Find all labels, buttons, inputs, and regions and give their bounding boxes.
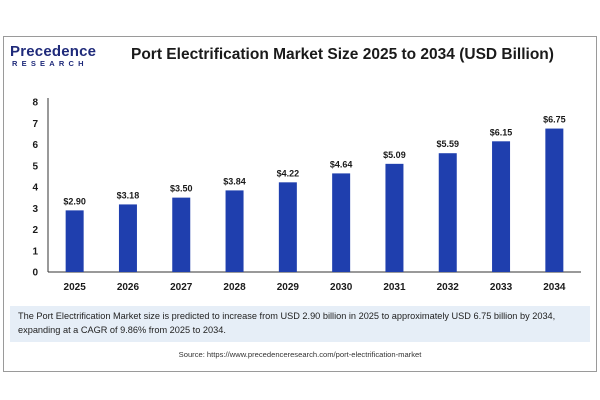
description-text: The Port Electrification Market size is … bbox=[18, 311, 556, 335]
y-tick-label: 1 bbox=[32, 246, 38, 257]
y-tick-label: 2 bbox=[32, 225, 38, 236]
x-tick-label: 2031 bbox=[383, 282, 406, 293]
y-tick-label: 3 bbox=[32, 204, 38, 215]
bar bbox=[225, 190, 244, 272]
x-tick-label: 2032 bbox=[437, 282, 460, 293]
bar-value-label: $6.15 bbox=[490, 127, 513, 137]
x-tick-label: 2026 bbox=[117, 282, 140, 293]
bar-value-label: $2.90 bbox=[63, 196, 86, 206]
x-tick-label: 2028 bbox=[223, 282, 246, 293]
source-text: Source: https://www.precedenceresearch.c… bbox=[178, 350, 422, 359]
bar-value-label: $3.18 bbox=[117, 190, 140, 200]
y-tick-label: 5 bbox=[32, 161, 38, 172]
bar-value-label: $3.50 bbox=[170, 184, 193, 194]
bar bbox=[438, 153, 457, 272]
x-tick-label: 2027 bbox=[170, 282, 193, 293]
bar-value-label: $4.64 bbox=[330, 159, 353, 169]
chart-title: Port Electrification Market Size 2025 to… bbox=[131, 46, 554, 63]
x-tick-label: 2029 bbox=[277, 282, 300, 293]
bar bbox=[385, 163, 404, 272]
x-tick-label: 2030 bbox=[330, 282, 353, 293]
logo-main-text: Precedence bbox=[10, 43, 97, 60]
x-tick-label: 2033 bbox=[490, 282, 513, 293]
description-box: The Port Electrification Market size is … bbox=[10, 306, 590, 342]
y-tick-label: 8 bbox=[32, 98, 38, 109]
y-tick-label: 4 bbox=[32, 183, 38, 194]
x-tick-label: 2025 bbox=[64, 282, 87, 293]
bar-value-label: $5.59 bbox=[436, 139, 459, 149]
bar bbox=[65, 210, 84, 272]
bar bbox=[492, 141, 511, 272]
bar bbox=[545, 128, 564, 272]
logo: Precedence RESEARCH bbox=[10, 44, 110, 72]
bar bbox=[118, 204, 137, 272]
x-tick-label: 2034 bbox=[543, 282, 566, 293]
logo-sub-text: RESEARCH bbox=[12, 59, 88, 68]
bar-value-label: $3.84 bbox=[223, 176, 246, 186]
bar-value-label: $6.75 bbox=[543, 115, 566, 125]
bar-chart: 0 1 2 3 4 5 6 7 8 $2.90 2025 $3.18 2026 $3.50 2027 $3.8… bbox=[32, 98, 581, 293]
bar-value-label: $5.09 bbox=[383, 150, 406, 160]
bar bbox=[278, 182, 297, 272]
bar-value-label: $4.22 bbox=[277, 168, 300, 178]
chart-panel: 0 1 2 3 4 5 6 7 8 $2.90 2025 $3.18 2026 $3.50 2027 $3.8… bbox=[9, 90, 591, 302]
y-tick-label: 0 bbox=[32, 268, 38, 279]
bar bbox=[332, 173, 351, 272]
bar bbox=[172, 197, 191, 272]
y-tick-label: 7 bbox=[32, 119, 38, 130]
y-tick-label: 6 bbox=[32, 140, 38, 151]
